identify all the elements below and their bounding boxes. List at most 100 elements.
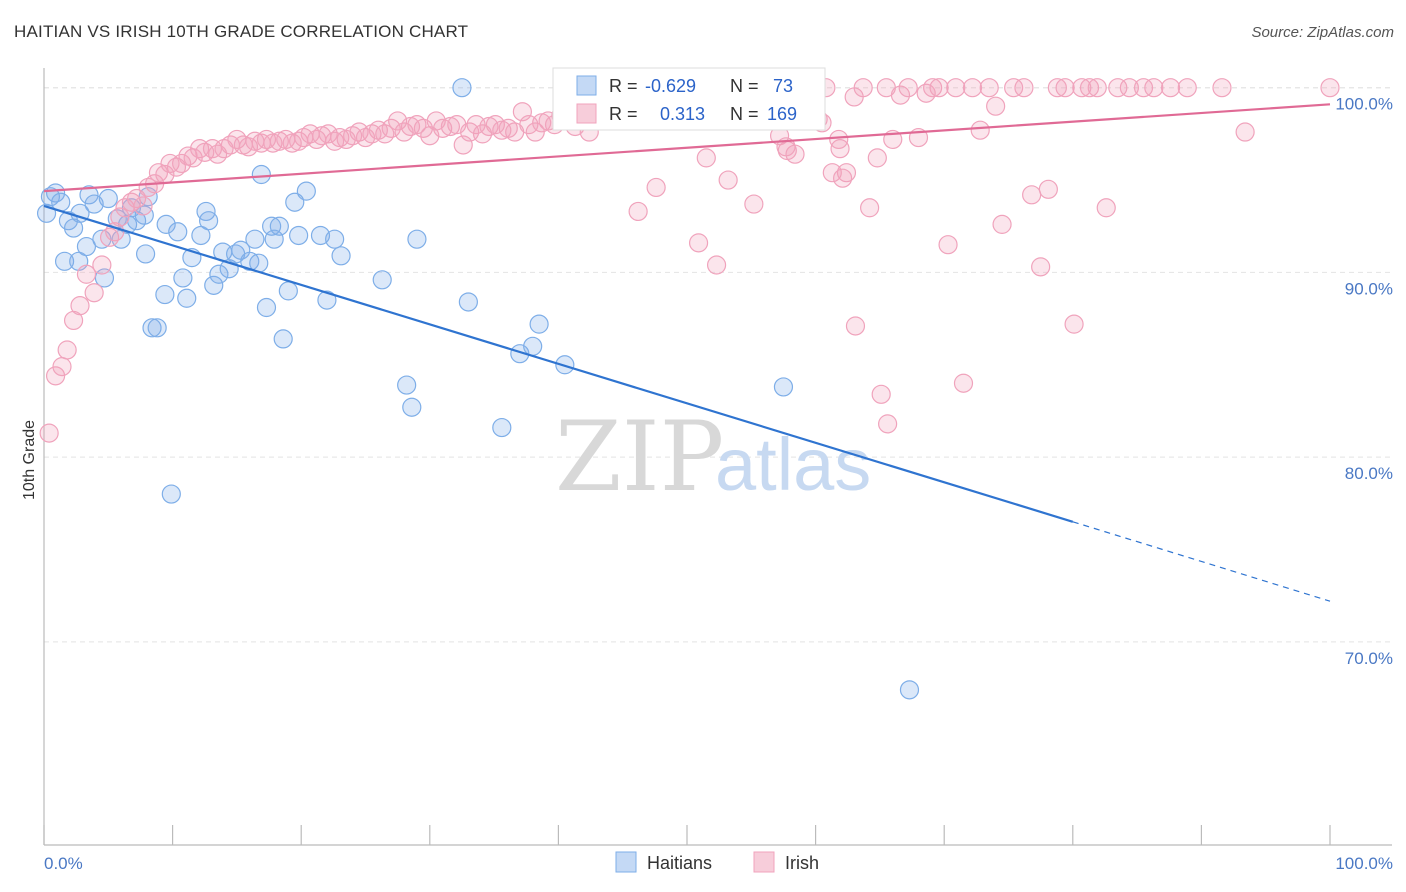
x-tick-labels: 0.0% 100.0% bbox=[44, 854, 1393, 873]
legend-r-label-irish: R = bbox=[609, 104, 638, 124]
irish-point bbox=[57, 340, 77, 360]
irish-point bbox=[1160, 78, 1181, 98]
irish-point bbox=[84, 283, 104, 303]
legend-bottom-haitians: Haitians bbox=[647, 853, 712, 873]
haitians-trend-extension bbox=[1072, 521, 1331, 602]
haitians-trend-line bbox=[43, 204, 1074, 523]
irish-point bbox=[1096, 198, 1116, 218]
haitians-point bbox=[331, 246, 351, 266]
irish-point bbox=[929, 78, 949, 98]
watermark-zip: ZIP bbox=[555, 401, 724, 513]
irish-point bbox=[696, 148, 716, 168]
irish-point bbox=[1133, 78, 1154, 98]
irish-point bbox=[718, 170, 738, 190]
irish-point bbox=[938, 235, 958, 255]
irish-point bbox=[953, 373, 974, 393]
irish-point bbox=[126, 188, 147, 209]
irish-point bbox=[1055, 78, 1075, 98]
irish-point bbox=[172, 153, 192, 174]
irish-point bbox=[867, 148, 887, 168]
irish-point bbox=[898, 78, 918, 98]
legend-n-label-haitians: N = bbox=[730, 76, 759, 96]
irish-point bbox=[263, 133, 283, 153]
haitians-point bbox=[155, 284, 175, 305]
irish-point bbox=[1108, 78, 1128, 98]
haitians-point bbox=[142, 318, 162, 338]
irish-point bbox=[52, 357, 72, 377]
irish-point bbox=[979, 78, 999, 98]
legend-r-value-irish: 0.313 bbox=[660, 104, 705, 124]
irish-point bbox=[121, 192, 142, 212]
haitians-point bbox=[269, 216, 289, 236]
irish-point bbox=[829, 129, 849, 150]
irish-point bbox=[1320, 78, 1340, 98]
y-tick-labels: 70.0% 80.0% 90.0% 100.0% bbox=[1335, 95, 1393, 668]
data-points bbox=[36, 78, 1340, 700]
irish-trend-line bbox=[43, 103, 1331, 193]
haitians-point bbox=[899, 680, 920, 700]
haitians-point bbox=[177, 288, 197, 308]
irish-point bbox=[99, 227, 120, 247]
haitians-point bbox=[256, 297, 277, 318]
haitians-point bbox=[289, 225, 309, 246]
haitians-point bbox=[325, 229, 345, 249]
irish-point bbox=[860, 198, 880, 218]
haitians-point bbox=[199, 211, 219, 231]
irish-point bbox=[1177, 78, 1197, 98]
haitians-point bbox=[458, 292, 478, 312]
series-legend: Haitians Irish bbox=[615, 851, 819, 873]
irish-point bbox=[110, 207, 130, 227]
irish-point bbox=[853, 78, 873, 98]
chart-title: HAITIAN VS IRISH 10TH GRADE CORRELATION … bbox=[14, 22, 469, 41]
irish-point bbox=[970, 120, 990, 140]
haitians-point bbox=[156, 214, 176, 234]
haitians-point bbox=[273, 329, 293, 349]
irish-point bbox=[962, 78, 983, 98]
haitians-point bbox=[84, 194, 104, 214]
irish-point bbox=[282, 133, 302, 153]
haitians-point bbox=[135, 244, 156, 264]
haitians-point bbox=[76, 236, 97, 257]
trend-lines bbox=[43, 103, 1331, 602]
haitians-point bbox=[296, 181, 316, 201]
irish-point bbox=[433, 118, 453, 138]
irish-point bbox=[646, 177, 666, 198]
haitians-point bbox=[98, 188, 118, 209]
haitians-point bbox=[402, 397, 422, 417]
axes bbox=[43, 68, 1392, 846]
stats-legend: R = -0.629 N = 73 R = 0.313 N = 169 bbox=[552, 67, 826, 131]
irish-point bbox=[1079, 78, 1100, 98]
irish-point bbox=[426, 111, 446, 131]
irish-point bbox=[744, 194, 764, 214]
haitians-point bbox=[45, 183, 66, 203]
irish-point bbox=[822, 163, 842, 183]
legend-bottom-swatch-irish bbox=[753, 851, 775, 873]
irish-point bbox=[628, 201, 648, 222]
irish-point bbox=[39, 423, 59, 443]
haitians-point bbox=[40, 187, 61, 207]
legend-bottom-swatch-haitians bbox=[615, 851, 637, 873]
legend-swatch-irish bbox=[576, 103, 597, 124]
x-tick-label-start: 0.0% bbox=[44, 854, 83, 873]
irish-point bbox=[92, 255, 112, 275]
irish-point bbox=[833, 168, 853, 188]
irish-point bbox=[202, 139, 223, 159]
legend-r-label-haitians: R = bbox=[609, 76, 638, 96]
haitians-point bbox=[173, 268, 193, 288]
haitians-point bbox=[773, 377, 794, 397]
legend-n-value-haitians: 73 bbox=[773, 76, 793, 96]
legend-swatch-haitians bbox=[576, 75, 597, 96]
irish-point bbox=[70, 296, 90, 316]
irish-point bbox=[1014, 78, 1034, 98]
haitians-point bbox=[310, 225, 331, 246]
haitians-point bbox=[168, 222, 188, 242]
irish-point bbox=[1022, 185, 1042, 205]
irish-point bbox=[440, 116, 460, 137]
y-tick-label: 100.0% bbox=[1335, 95, 1393, 114]
haitians-point bbox=[407, 229, 427, 249]
haitians-point bbox=[278, 281, 298, 301]
haitians-point bbox=[285, 192, 305, 212]
irish-point bbox=[878, 414, 898, 434]
irish-point bbox=[986, 96, 1006, 116]
